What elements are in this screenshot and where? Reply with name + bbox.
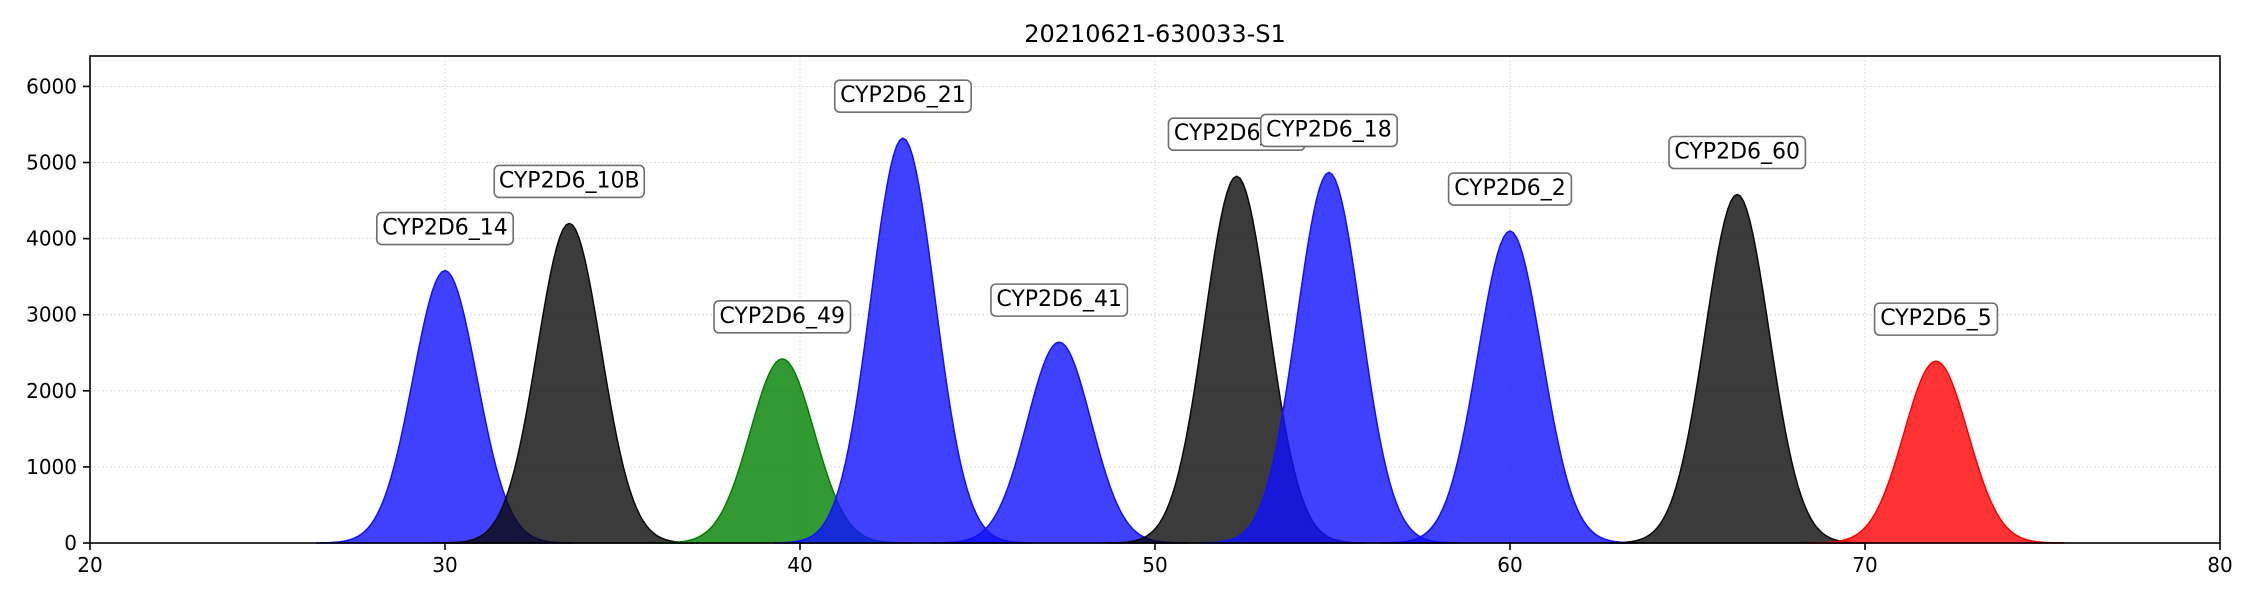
peak-label-cyp2d6-5: CYP2D6_5 — [1873, 302, 1999, 336]
x-tick-label: 60 — [1497, 553, 1522, 577]
peak-label-box — [1447, 172, 1573, 206]
peak-label-box — [1259, 113, 1398, 148]
peak-label-box — [713, 300, 852, 334]
peak-label-text: CYP2D6_5 — [1880, 306, 1992, 331]
peak-label-text: CYP2D6_10B — [499, 168, 640, 193]
x-tick-label: 50 — [1142, 553, 1167, 577]
peak-label-box — [1873, 302, 1999, 336]
peak-cyp2d6-2 — [1381, 230, 1639, 544]
x-tick-label: 40 — [787, 553, 812, 577]
x-tick-label: 20 — [77, 553, 102, 577]
y-tick-label: 5000 — [26, 151, 77, 175]
peak-label-cyp2d6-2: CYP2D6_2 — [1447, 172, 1573, 206]
peak-label-cyp2d6-14: CYP2D6_14 — [375, 211, 514, 246]
peak-label-cyp2d6-41: CYP2D6_41 — [990, 283, 1129, 317]
peak-label-box — [493, 164, 646, 199]
peak-label-text: CYP2D6_14 — [382, 216, 508, 241]
x-tick-label: 80 — [2207, 553, 2232, 577]
y-tick-label: 1000 — [26, 455, 77, 479]
peak-layer — [316, 137, 2065, 544]
peak-label-cyp2d6-18: CYP2D6_18 — [1259, 113, 1398, 148]
peak-label-text: CYP2D6_21 — [840, 83, 966, 108]
peak-label-text: CYP2D6_60 — [1674, 139, 1800, 164]
peak-cyp2d6-5 — [1807, 360, 2065, 544]
peak-label-cyp2d6-60: CYP2D6_60 — [1668, 135, 1807, 170]
peak-cyp2d6-60 — [1608, 193, 1866, 544]
peak-label-cyp2d6-10b: CYP2D6_10B — [493, 164, 646, 199]
x-tick-label: 70 — [1852, 553, 1877, 577]
peak-label-cyp2d6-21: CYP2D6_21 — [833, 79, 972, 113]
peak-label-cyp2d6-49: CYP2D6_49 — [713, 300, 852, 334]
peak-label-box — [375, 211, 514, 246]
peak-label-text: CYP2D6_41 — [996, 287, 1122, 312]
peak-label-layer: CYP2D6_14 CYP2D6_10B CYP2D6_49 CYP2D6_21 CYP… — [375, 79, 1999, 336]
chart-title: 20210621-630033-S1 — [1024, 20, 1286, 48]
y-tick-label: 2000 — [26, 379, 77, 403]
peak-label-text: CYP2D6_18 — [1266, 117, 1392, 142]
peak-label-text: CYP2D6_2 — [1454, 176, 1566, 201]
peak-cyp2d6-18 — [1200, 171, 1458, 544]
peak-cyp2d6-10b — [440, 222, 698, 544]
peak-label-box — [1668, 135, 1807, 170]
y-tick-label: 4000 — [26, 227, 77, 251]
axis-layer: 20 30 40 50 60 70 80 0 1000 2000 3000 4000 5000 6000 — [26, 55, 2233, 577]
peak-label-box — [833, 79, 972, 113]
peak-label-box — [990, 283, 1129, 317]
y-tick-label: 3000 — [26, 303, 77, 327]
y-tick-label: 6000 — [26, 74, 77, 98]
x-tick-label: 30 — [432, 553, 457, 577]
y-tick-label: 0 — [64, 531, 77, 555]
peak-label-text: CYP2D6_49 — [719, 304, 845, 329]
